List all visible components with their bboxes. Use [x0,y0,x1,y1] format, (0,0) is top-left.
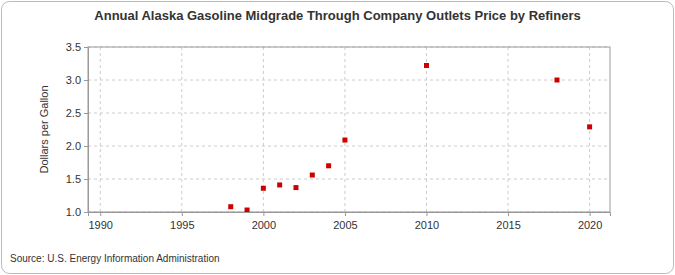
x-tick: 2015 [496,212,520,231]
grid-line-y [88,113,610,114]
x-tick: 2005 [333,212,357,231]
point [326,163,331,168]
point [245,208,250,212]
y-tick-mark [84,113,88,114]
x-tick-mark [345,212,346,216]
y-tick-label: 1.0 [66,206,81,218]
x-tick-mark [263,212,264,216]
x-tick-mark [508,212,509,216]
x-tick-label: 2000 [252,219,276,231]
y-tick: 3.0 [66,74,88,86]
point [261,186,266,191]
y-tick-label: 3.0 [66,74,81,86]
x-tick-mark [426,212,427,216]
point [587,124,592,129]
point [424,63,429,68]
x-axis-line [89,213,611,217]
x-tick-label: 2010 [415,219,439,231]
x-tick-label: 1990 [88,219,112,231]
x-tick: 2000 [252,212,276,231]
y-tick-label: 2.0 [66,140,81,152]
y-tick-label: 2.5 [66,107,81,119]
grid-line-y [88,80,610,81]
source: Source: U.S. Energy Information Administ… [10,253,220,264]
x-tick: 2010 [415,212,439,231]
x-tick-label: 2015 [496,219,520,231]
grid-line-x [100,47,101,212]
x-tick-mark [100,212,101,216]
x-tick: 1995 [170,212,194,231]
y-axis-title: Dollars per Gallon [38,85,50,173]
y-tick-mark [84,47,88,48]
grid-line-x [589,47,590,212]
point [554,78,559,83]
y-tick: 2.0 [66,140,88,152]
y-tick-label: 1.5 [66,173,81,185]
y-tick: 2.5 [66,107,88,119]
y-tick-mark [84,80,88,81]
y-tick-mark [84,212,88,213]
y-tick-mark [84,179,88,180]
plot-frame [88,47,610,212]
y-tick-label: 3.5 [66,41,81,53]
y-tick: 3.5 [66,41,88,53]
x-tick-label: 1995 [170,219,194,231]
grid [88,47,610,212]
point [342,138,347,143]
point [310,173,315,178]
x-tick-mark [590,212,591,216]
point [293,185,298,190]
point [277,182,282,187]
grid-line-y [88,179,610,180]
y-tick-mark [84,146,88,147]
grid-line-x [508,47,509,212]
grid-line-x [344,47,345,212]
y-tick: 1.5 [66,173,88,185]
y-tick: 1.0 [66,206,88,218]
grid-line-x [426,47,427,212]
x-tick-label: 2020 [578,219,602,231]
x-tick: 1990 [88,212,112,231]
x-axis: 1990 1995 2000 2005 2010 2015 2020 [88,212,610,231]
grid-line-x [181,47,182,212]
x-tick-label: 2005 [333,219,357,231]
y-axis: 1.0 1.5 2.0 2.5 3.0 3.5 [66,41,89,218]
plot: 1990 1995 2000 2005 2010 2015 2020 1.0 1.5 2.0 2.5… [66,41,611,231]
x-tick-mark [182,212,183,216]
x-tick: 2020 [578,212,602,231]
marks [228,63,592,212]
y-axis-line [84,48,89,213]
chart-border [2,2,674,274]
grid-line-y [88,146,610,147]
point [228,204,233,209]
title: Annual Alaska Gasoline Midgrade Through … [94,8,580,23]
chart: 1990 1995 2000 2005 2010 2015 2020 1.0 1.5 2.0 2.5… [0,0,675,275]
